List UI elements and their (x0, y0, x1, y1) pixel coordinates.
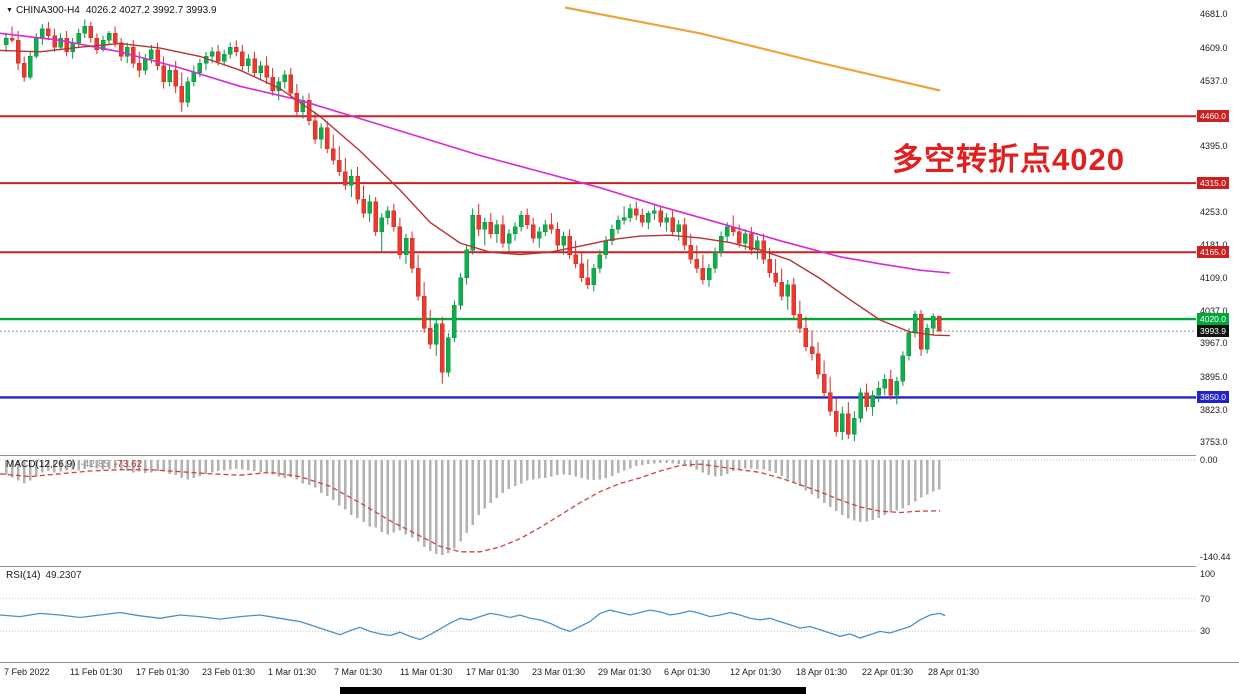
ohlc-readout: 4026.2 4027.2 3992.7 3993.9 (85, 5, 217, 16)
macd-indicator-label: MACD(12,26,9) (6, 459, 76, 470)
time-tick-label: 22 Apr 01:30 (862, 667, 914, 677)
time-tick-label: 7 Mar 01:30 (334, 667, 383, 677)
time-tick-label: 23 Mar 01:30 (532, 667, 586, 677)
rsi-axis-label: 100 (1200, 569, 1216, 579)
time-tick-label: 6 Apr 01:30 (664, 667, 711, 677)
time-tick-label: 1 Mar 01:30 (268, 667, 317, 677)
price-tick-label: 4253.0 (1200, 206, 1228, 217)
price-tick-label: 4037.0 (1200, 306, 1228, 317)
annotation-text: 多空转折点4020 (892, 142, 1125, 177)
macd-main-value: -42.85 (80, 459, 109, 470)
chart-canvas[interactable] (0, 0, 1196, 662)
rsi-axis-label: 30 (1200, 626, 1211, 637)
price-tick-label: 3823.0 (1200, 404, 1228, 415)
price-tick-label: 4609.0 (1200, 42, 1228, 53)
price-tick-label: 3895.0 (1200, 371, 1228, 382)
bottom-taskbar-strip (340, 687, 806, 694)
price-tick-label: 4681.0 (1200, 9, 1228, 20)
chart-header: ▼ CHINA300-H4 4026.2 4027.2 3992.7 3993.9 (6, 5, 217, 16)
time-axis-separator (0, 662, 1239, 663)
price-tick-label: 4395.0 (1200, 141, 1228, 152)
time-tick-label: 28 Apr 01:30 (928, 667, 980, 677)
time-tick-label: 11 Mar 01:30 (400, 667, 453, 677)
level-price-label: 4315.0 (1197, 177, 1229, 190)
price-tick-label: 4109.0 (1200, 273, 1228, 284)
time-tick-label: 17 Feb 01:30 (136, 667, 190, 677)
macd-header: MACD(12,26,9) -42.85 -73.62 (6, 459, 142, 470)
macd-axis-label: 0.00 (1200, 455, 1218, 465)
price-tick-label: 4181.0 (1200, 239, 1228, 250)
level-price-label: 3850.0 (1197, 391, 1229, 404)
price-tick-label: 4537.0 (1200, 75, 1228, 86)
time-tick-label: 29 Mar 01:30 (598, 667, 652, 677)
time-tick-label: 11 Feb 01:30 (70, 667, 123, 677)
rsi-value: 49.2307 (45, 570, 82, 581)
macd-signal-value: -73.62 (113, 459, 143, 470)
rsi-axis-label: 70 (1200, 593, 1211, 604)
time-tick-label: 12 Apr 01:30 (730, 667, 782, 677)
current-price-label: 3993.9 (1197, 325, 1229, 338)
time-tick-label: 23 Feb 01:30 (202, 667, 256, 677)
rsi-panel-separator[interactable] (0, 566, 1239, 567)
rsi-header: RSI(14) 49.2307 (6, 570, 82, 581)
rsi-indicator-label: RSI(14) (6, 570, 41, 581)
time-tick-label: 18 Apr 01:30 (796, 667, 848, 677)
time-tick-label: 7 Feb 2022 (4, 667, 50, 677)
level-price-label: 4460.0 (1197, 110, 1229, 123)
time-axis[interactable]: 7 Feb 2022 11 Feb 01:30 17 Feb 01:30 23 Feb… (0, 667, 1196, 681)
time-tick-label: 17 Mar 01:30 (466, 667, 520, 677)
macd-panel-separator[interactable] (0, 455, 1239, 456)
price-axis[interactable]: 4681.0 4609.0 4537.0 4395.0 4253.0 4181.0 4109… (1196, 0, 1239, 662)
collapse-chart-icon[interactable]: ▼ (6, 7, 13, 14)
price-tick-label: 3753.0 (1200, 437, 1228, 448)
level-price-label: 4020.0 (1197, 313, 1229, 326)
symbol-timeframe-label: CHINA300-H4 (15, 5, 80, 16)
level-price-label: 4165.0 (1197, 246, 1229, 259)
price-tick-label: 3967.0 (1200, 338, 1228, 349)
macd-axis-label: -140.44 (1200, 551, 1231, 562)
